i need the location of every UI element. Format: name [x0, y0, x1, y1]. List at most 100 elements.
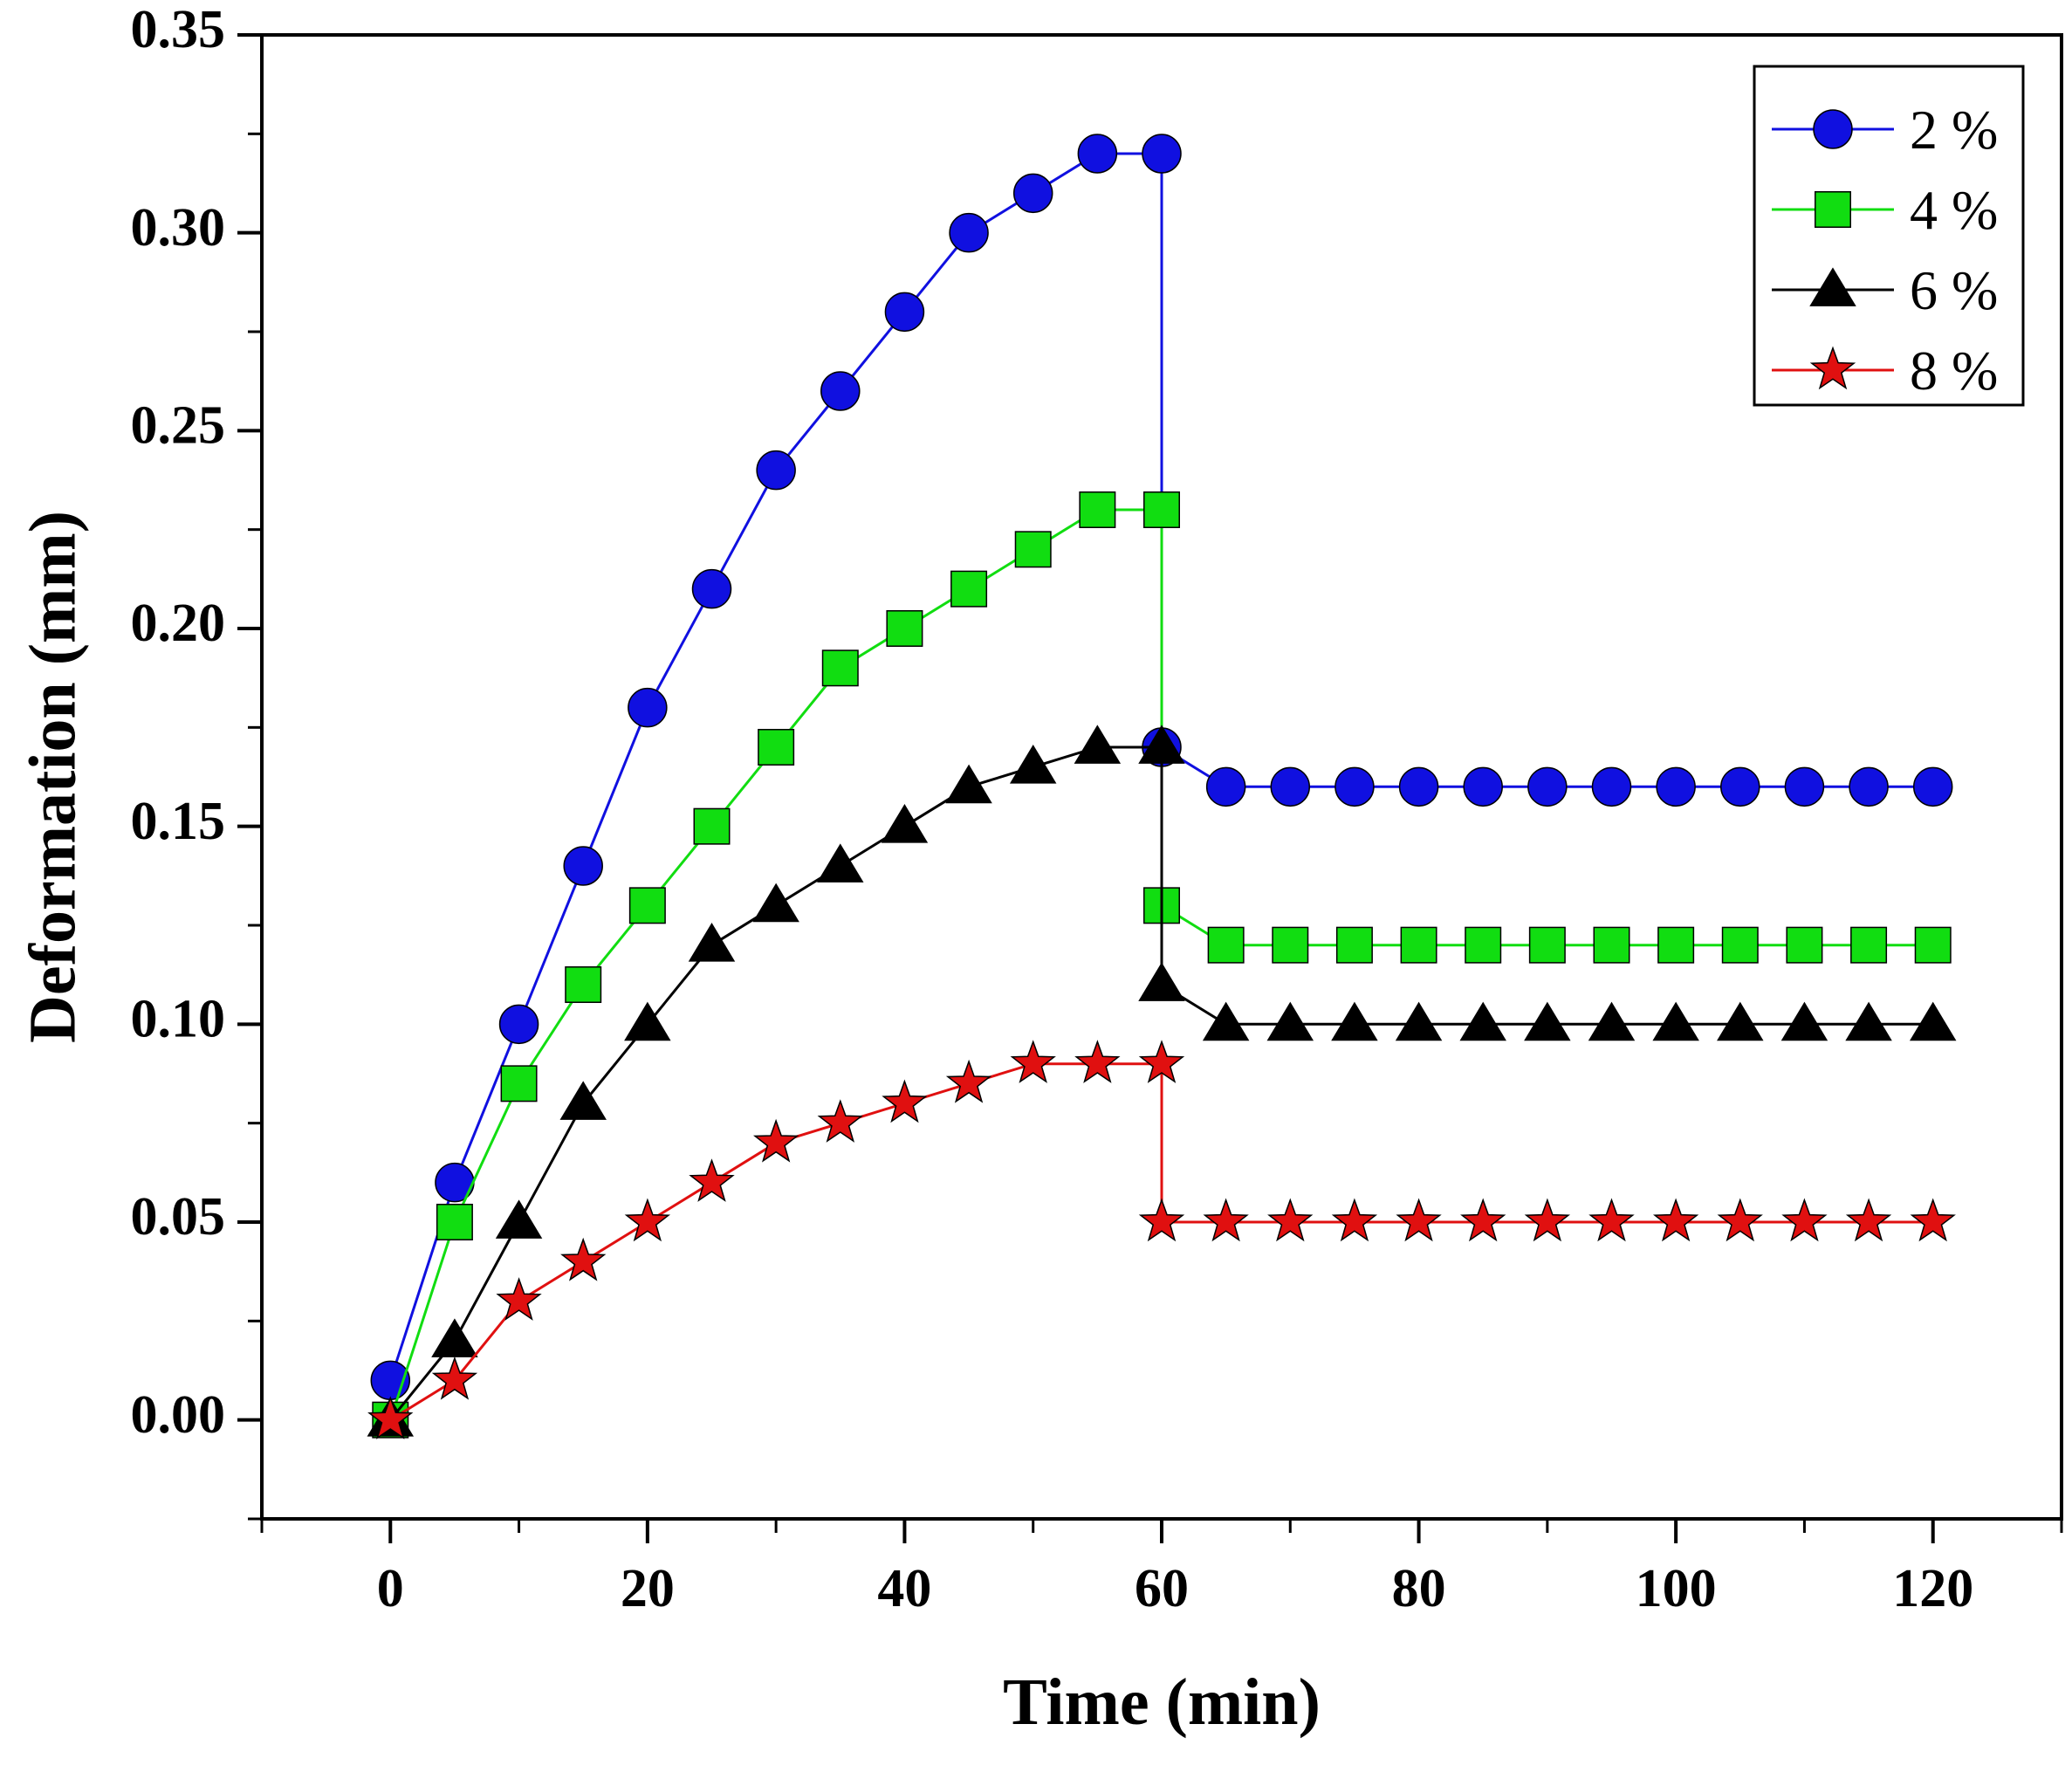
- x-tick-label: 120: [1892, 1559, 1973, 1618]
- circle-marker: [949, 212, 989, 253]
- triangle-marker: [1009, 745, 1057, 784]
- series: [370, 134, 1953, 1401]
- star-marker: [882, 1079, 928, 1123]
- y-tick-label: 0.20: [131, 594, 226, 653]
- star-marker: [431, 1356, 478, 1400]
- square-marker: [1786, 926, 1823, 964]
- square-marker: [821, 649, 859, 687]
- square-marker: [1143, 491, 1180, 528]
- star-marker: [1138, 1198, 1185, 1242]
- triangle-marker: [817, 843, 864, 883]
- square-marker: [500, 1065, 538, 1102]
- triangle-marker: [431, 1318, 478, 1357]
- circle-marker: [1398, 766, 1439, 807]
- y-tick-label: 0.15: [131, 792, 226, 851]
- circle-marker: [1591, 766, 1632, 807]
- triangle-marker: [495, 1199, 543, 1239]
- square-marker: [1335, 926, 1373, 964]
- triangle-marker: [1780, 1001, 1828, 1041]
- square-marker: [1815, 191, 1851, 228]
- star-marker: [367, 1396, 414, 1439]
- triangle-marker: [1588, 1001, 1636, 1041]
- square-marker: [565, 966, 602, 1003]
- square-marker: [628, 887, 666, 924]
- series-group: [367, 134, 1957, 1439]
- y-tick-label: 0.10: [131, 990, 226, 1049]
- triangle-marker: [1524, 1001, 1571, 1041]
- circle-marker: [628, 687, 668, 728]
- square-marker: [758, 729, 795, 766]
- triangle-marker: [1395, 1001, 1443, 1041]
- circle-marker: [498, 1004, 539, 1045]
- legend-label: 4 %: [1910, 179, 1998, 241]
- circle-marker: [1784, 766, 1825, 807]
- star-marker: [817, 1099, 863, 1143]
- star-marker: [1460, 1198, 1506, 1242]
- circle-marker: [1720, 766, 1760, 807]
- legend-label: 8 %: [1910, 340, 1998, 402]
- star-marker: [1267, 1198, 1314, 1242]
- star-marker: [1781, 1198, 1828, 1242]
- circle-marker: [563, 846, 603, 886]
- triangle-marker: [945, 764, 992, 804]
- star-marker: [624, 1198, 671, 1242]
- circle-marker: [1912, 766, 1953, 807]
- triangle-marker: [1909, 1001, 1957, 1041]
- triangle-marker: [1138, 962, 1185, 1001]
- square-marker: [1014, 531, 1052, 568]
- x-tick-label: 40: [877, 1559, 931, 1618]
- triangle-marker: [1331, 1001, 1378, 1041]
- series: [367, 1040, 1956, 1439]
- circle-marker: [1656, 766, 1696, 807]
- x-tick-label: 80: [1392, 1559, 1446, 1618]
- square-marker: [693, 807, 731, 845]
- star-marker: [689, 1158, 735, 1202]
- legend-label: 2 %: [1910, 99, 1998, 161]
- axis-ticks: 0 20 40 60 80 100 120 0.00 0.05 0.10 0.15 0.20 0.25 0…: [131, 0, 2063, 1618]
- star-marker: [1910, 1198, 1956, 1242]
- circle-marker: [1334, 766, 1375, 807]
- x-tick-label: 0: [377, 1559, 404, 1618]
- star-marker: [1074, 1040, 1121, 1083]
- triangle-marker: [1202, 1001, 1250, 1041]
- star-marker: [1717, 1198, 1763, 1242]
- square-marker: [1465, 926, 1502, 964]
- star-marker: [1845, 1198, 1892, 1242]
- star-marker: [1396, 1198, 1442, 1242]
- x-tick-label: 100: [1636, 1559, 1717, 1618]
- square-marker: [1079, 491, 1116, 528]
- triangle-marker: [1074, 725, 1122, 764]
- circle-marker: [1813, 109, 1853, 149]
- star-marker: [1010, 1040, 1056, 1083]
- x-tick-label: 20: [621, 1559, 675, 1618]
- square-marker: [1272, 926, 1309, 964]
- series: [367, 725, 1957, 1437]
- circle-marker: [1205, 766, 1246, 807]
- circle-marker: [1012, 173, 1053, 214]
- triangle-marker: [1138, 725, 1185, 764]
- square-marker: [1914, 926, 1952, 964]
- circle-marker: [756, 450, 796, 491]
- x-axis-title: Time (min): [1003, 1666, 1321, 1739]
- triangle-marker: [1459, 1001, 1506, 1041]
- y-axis-title-group: Deformation (mm): [16, 511, 89, 1043]
- legend: 2 % 4 % 6 % 8 %: [1753, 65, 2025, 407]
- circle-marker: [691, 568, 732, 609]
- circle-marker: [1270, 766, 1311, 807]
- star-marker: [1809, 346, 1856, 390]
- star-marker: [496, 1277, 542, 1321]
- triangle-marker: [1717, 1001, 1764, 1041]
- y-tick-label: 0.35: [131, 0, 226, 59]
- star-marker: [560, 1237, 607, 1281]
- triangle-marker: [752, 883, 799, 923]
- star-marker: [1652, 1198, 1699, 1242]
- square-marker: [1400, 926, 1437, 964]
- square-marker: [1593, 926, 1630, 964]
- circle-marker: [1463, 766, 1503, 807]
- star-marker: [1588, 1198, 1635, 1242]
- triangle-marker: [881, 804, 929, 843]
- square-marker: [1850, 926, 1888, 964]
- triangle-marker: [1266, 1001, 1314, 1041]
- star-marker: [1138, 1040, 1185, 1083]
- y-tick-label: 0.30: [131, 198, 226, 258]
